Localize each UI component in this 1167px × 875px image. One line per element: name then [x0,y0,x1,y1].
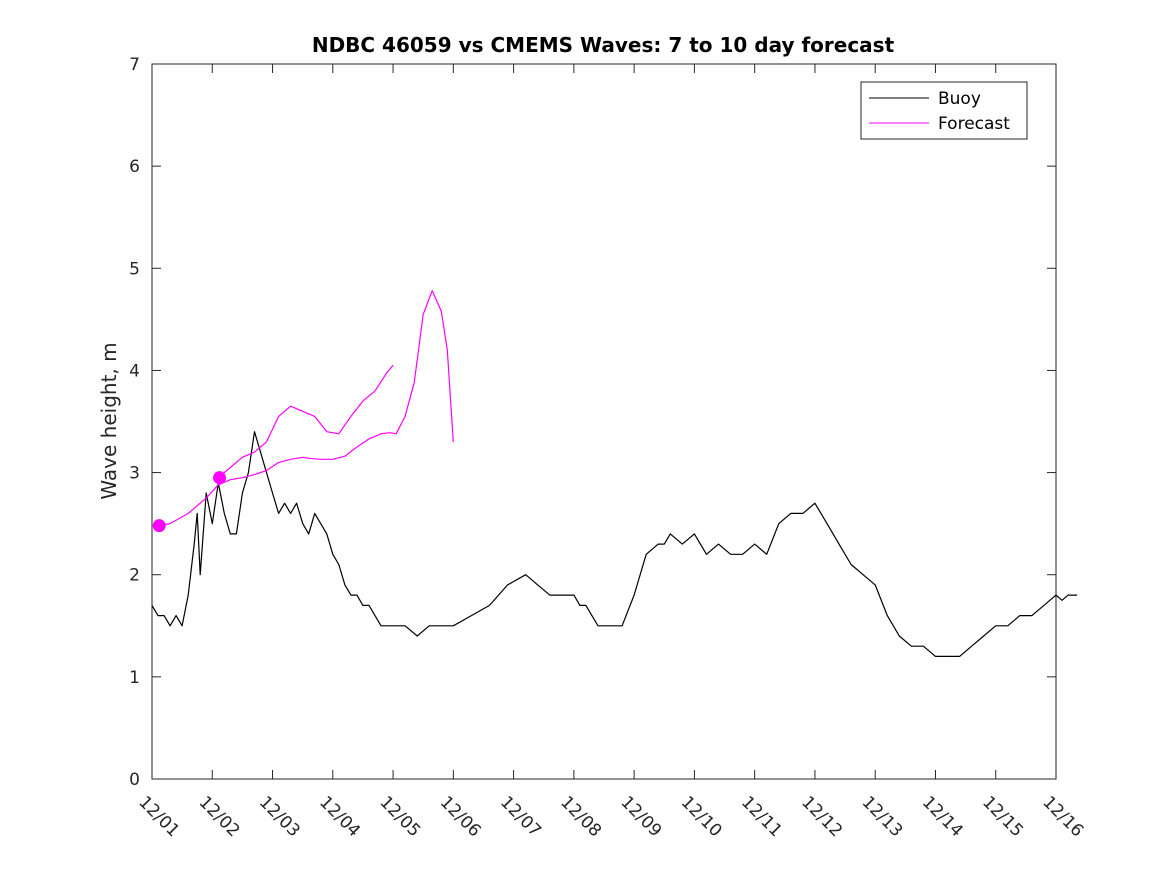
y-tick-label: 4 [129,361,140,381]
legend-box [860,81,1028,140]
y-tick-label: 7 [129,55,140,75]
forecast-series-line [217,364,394,479]
y-tick-label: 5 [129,259,140,279]
plot-area [151,63,1057,780]
plot-frame [151,63,1057,780]
forecast-start-marker [212,471,226,485]
forecast-series-line [157,290,454,527]
y-axis-label: Wave height, m [97,342,121,499]
y-tick-label: 0 [129,770,140,790]
forecast-start-marker [152,519,166,533]
legend-forecast-label: Forecast [938,114,1010,134]
legend: Buoy Forecast [860,81,1028,140]
y-axis: 0 1 2 3 4 5 6 7 [129,55,1056,790]
chart-title: NDBC 46059 vs CMEMS Waves: 7 to 10 day f… [312,33,895,57]
legend-buoy-label: Buoy [938,89,981,109]
series-layer [151,290,1078,658]
y-tick-label: 3 [129,464,140,484]
y-tick-label: 6 [129,157,140,177]
y-tick-label: 1 [129,668,140,688]
y-tick-label: 2 [129,566,140,586]
